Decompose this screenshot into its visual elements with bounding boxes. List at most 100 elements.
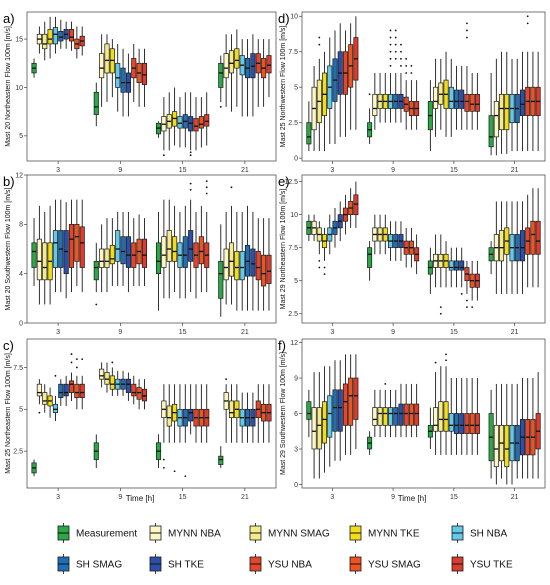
box-iqr (42, 242, 48, 281)
outlier-point (184, 475, 187, 478)
box-iqr (382, 407, 388, 426)
outlier-point (434, 361, 437, 364)
box-iqr (499, 230, 505, 262)
outlier-point (400, 57, 402, 60)
outlier-point (526, 15, 529, 18)
legend-item: MYNN TKE (349, 523, 420, 543)
box-iqr (188, 408, 194, 422)
outlier-point (189, 154, 192, 157)
box-iqr (519, 89, 525, 116)
box-iqr (459, 260, 465, 271)
box-iqr (228, 50, 235, 74)
legend-label: YSU NBA (268, 560, 312, 571)
box-iqr (166, 230, 172, 262)
box-iqr (453, 89, 459, 109)
box-iqr (125, 378, 131, 393)
box-iqr (348, 377, 354, 426)
box-iqr (250, 248, 256, 277)
x-tick-label: 3 (330, 494, 334, 501)
box-iqr (234, 48, 240, 69)
outlier-point (70, 353, 73, 355)
box-iqr (182, 236, 188, 268)
box-iqr (42, 392, 48, 405)
box-iqr (316, 407, 322, 450)
box-iqr (136, 387, 142, 400)
outlier-point (162, 154, 165, 157)
legend-label: YSU SMAG (368, 560, 421, 571)
box-iqr (99, 368, 105, 380)
outlier-point (323, 273, 326, 276)
box-iqr (448, 260, 454, 271)
box-iqr (188, 230, 194, 262)
outlier-point (389, 57, 392, 60)
box-iqr (109, 375, 115, 390)
x-tick-label: 21 (511, 494, 519, 501)
outlier-point (389, 50, 392, 53)
panel-label: c) (3, 338, 14, 353)
outlier-point (439, 306, 442, 309)
box-iqr (377, 407, 383, 426)
legend-item: SH NBA (451, 523, 508, 543)
x-tick-label: 9 (118, 167, 122, 174)
y-tick-label: 12 (290, 340, 298, 347)
outlier-point (189, 151, 192, 154)
y-tick-label: 2.5 (288, 311, 298, 318)
x-tick-label: 21 (241, 329, 249, 336)
outlier-point (225, 378, 228, 381)
outlier-point (384, 383, 387, 385)
box-iqr (306, 401, 312, 420)
box-iqr (204, 114, 210, 127)
legend: Measurement MYNN NBA MYNN SMAG MYNN TKE SH N… (57, 523, 513, 574)
box-iqr (115, 230, 121, 262)
legend-item: Measurement (57, 523, 137, 543)
outlier-point (394, 57, 397, 60)
box-iqr (47, 29, 53, 45)
legend-label: SH TKE (168, 560, 204, 571)
box-iqr (52, 27, 58, 45)
outlier-point (405, 65, 408, 67)
outlier-point (400, 50, 402, 53)
y-tick-label: 0 (294, 156, 298, 163)
x-tick-label: 15 (450, 494, 458, 501)
box-iqr (464, 93, 470, 112)
outlier-point (95, 303, 98, 306)
box-iqr (408, 403, 414, 426)
y-tick-label: 7.5 (288, 49, 298, 56)
outlier-point (111, 361, 114, 364)
y-axis-label: Mast 25 Northeastern Flow 100m [m/s] (5, 353, 12, 474)
x-tick-label: 9 (391, 167, 395, 174)
box-iqr (93, 260, 99, 281)
box-iqr (239, 251, 245, 281)
x-tick-label: 9 (391, 329, 395, 336)
y-axis-label: Mast 20 Northeastern Flow 100m [m/s] (5, 26, 12, 147)
box-iqr (52, 403, 58, 414)
box-iqr (306, 122, 312, 145)
y-tick-label: 0 (294, 482, 298, 489)
x-tick-label: 15 (179, 167, 187, 174)
box-iqr (414, 403, 420, 426)
box-iqr (115, 62, 121, 88)
outlier-point (439, 312, 442, 315)
box-iqr (353, 377, 359, 420)
box-iqr (474, 93, 480, 112)
outlier-point (466, 299, 468, 302)
legend-item: MYNN NBA (149, 523, 221, 543)
outlier-point (219, 105, 222, 108)
x-tick-label: 3 (56, 494, 60, 501)
outlier-point (389, 65, 392, 67)
box-iqr (255, 251, 261, 281)
y-tick-label: 0 (19, 320, 23, 327)
outlier-point (405, 72, 408, 74)
box-iqr (327, 395, 333, 438)
box-iqr (161, 236, 167, 268)
y-tick-label: 2.5 (288, 120, 298, 127)
box-iqr (131, 383, 137, 397)
outlier-point (445, 353, 447, 356)
y-axis-label: Mast 29 Southwestern Flow 100m [m/s] (280, 352, 287, 475)
box-iqr (443, 401, 449, 432)
box-iqr (104, 372, 110, 385)
outlier-point (389, 36, 392, 39)
outlier-point (81, 358, 84, 360)
